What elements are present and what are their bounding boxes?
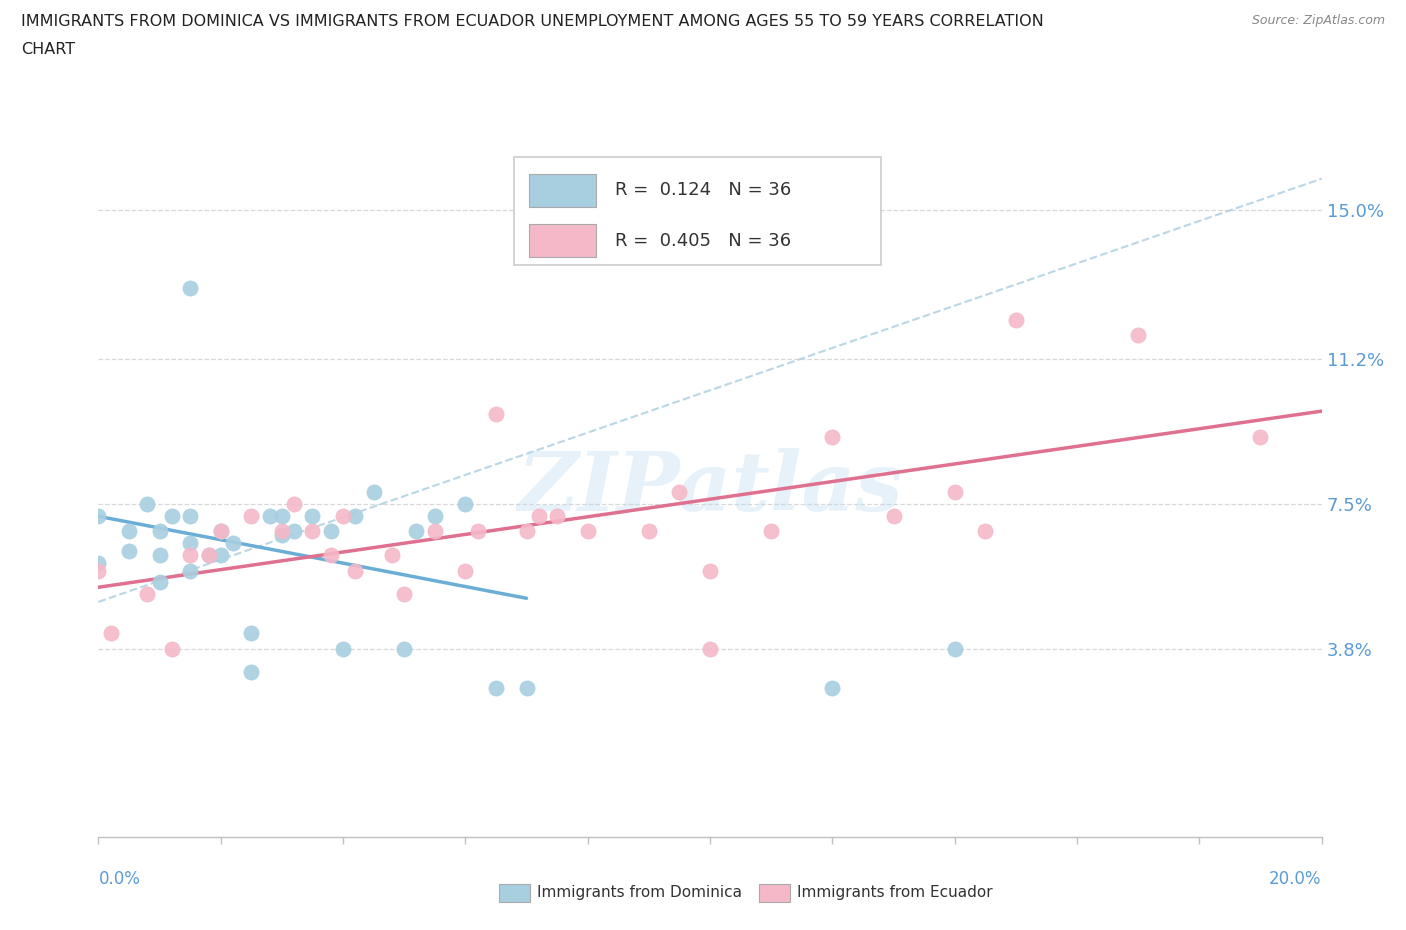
Point bbox=[943, 642, 966, 657]
Point bbox=[118, 543, 141, 558]
Point bbox=[668, 485, 690, 499]
Point bbox=[270, 524, 292, 538]
Point bbox=[259, 508, 281, 523]
Point bbox=[209, 524, 232, 538]
Y-axis label: Unemployment Among Ages 55 to 59 years: Unemployment Among Ages 55 to 59 years bbox=[0, 321, 7, 656]
Point bbox=[332, 642, 354, 657]
Text: Immigrants from Dominica: Immigrants from Dominica bbox=[537, 885, 742, 900]
Point bbox=[222, 536, 245, 551]
Text: R =  0.405   N = 36: R = 0.405 N = 36 bbox=[614, 232, 790, 249]
Point bbox=[149, 548, 172, 563]
Point bbox=[240, 665, 263, 680]
Point bbox=[1128, 328, 1150, 343]
Point bbox=[699, 642, 721, 657]
Point bbox=[179, 563, 201, 578]
Point bbox=[454, 497, 477, 512]
Point bbox=[179, 548, 201, 563]
Point bbox=[1004, 312, 1026, 327]
Point bbox=[283, 497, 305, 512]
Point bbox=[87, 508, 110, 523]
Point bbox=[576, 524, 599, 538]
Point bbox=[209, 524, 232, 538]
FancyBboxPatch shape bbox=[529, 174, 596, 207]
Point bbox=[759, 524, 782, 538]
Point bbox=[240, 626, 263, 641]
FancyBboxPatch shape bbox=[529, 224, 596, 258]
Point bbox=[527, 508, 550, 523]
Point bbox=[209, 548, 232, 563]
Point bbox=[301, 524, 323, 538]
Point bbox=[1249, 430, 1271, 445]
Text: CHART: CHART bbox=[21, 42, 75, 57]
Point bbox=[179, 536, 201, 551]
Point bbox=[270, 528, 292, 543]
Point bbox=[344, 563, 367, 578]
Point bbox=[699, 563, 721, 578]
Point bbox=[160, 508, 183, 523]
Point bbox=[485, 681, 508, 696]
Text: ZIPatlas: ZIPatlas bbox=[517, 448, 903, 528]
Point bbox=[240, 508, 263, 523]
Point bbox=[637, 524, 661, 538]
Point bbox=[87, 563, 110, 578]
Point bbox=[943, 485, 966, 499]
Point bbox=[821, 430, 844, 445]
Point bbox=[87, 555, 110, 570]
Point bbox=[485, 406, 508, 421]
Point bbox=[160, 642, 183, 657]
FancyBboxPatch shape bbox=[515, 157, 882, 265]
Point bbox=[546, 508, 568, 523]
Point bbox=[197, 548, 219, 563]
Text: Immigrants from Ecuador: Immigrants from Ecuador bbox=[797, 885, 993, 900]
Point bbox=[179, 281, 201, 296]
Point bbox=[136, 587, 159, 602]
Point bbox=[392, 587, 416, 602]
Point bbox=[149, 575, 172, 590]
Point bbox=[381, 548, 404, 563]
Point bbox=[136, 497, 159, 512]
Text: 20.0%: 20.0% bbox=[1270, 870, 1322, 887]
Text: IMMIGRANTS FROM DOMINICA VS IMMIGRANTS FROM ECUADOR UNEMPLOYMENT AMONG AGES 55 T: IMMIGRANTS FROM DOMINICA VS IMMIGRANTS F… bbox=[21, 14, 1043, 29]
Point bbox=[405, 524, 427, 538]
Point bbox=[283, 524, 305, 538]
Point bbox=[100, 626, 122, 641]
Text: R =  0.124   N = 36: R = 0.124 N = 36 bbox=[614, 181, 790, 199]
Point bbox=[454, 563, 477, 578]
Point bbox=[319, 548, 342, 563]
Point bbox=[423, 524, 446, 538]
Point bbox=[821, 681, 844, 696]
Point bbox=[392, 642, 416, 657]
Point bbox=[363, 485, 385, 499]
Point bbox=[179, 508, 201, 523]
Point bbox=[118, 524, 141, 538]
Point bbox=[270, 508, 292, 523]
Point bbox=[149, 524, 172, 538]
Point bbox=[332, 508, 354, 523]
Point bbox=[319, 524, 342, 538]
Point bbox=[344, 508, 367, 523]
Point bbox=[301, 508, 323, 523]
Point bbox=[974, 524, 997, 538]
Text: 0.0%: 0.0% bbox=[98, 870, 141, 887]
Point bbox=[883, 508, 905, 523]
Point bbox=[516, 681, 538, 696]
Point bbox=[423, 508, 446, 523]
Point bbox=[197, 548, 219, 563]
Text: Source: ZipAtlas.com: Source: ZipAtlas.com bbox=[1251, 14, 1385, 27]
Point bbox=[516, 524, 538, 538]
Point bbox=[467, 524, 489, 538]
